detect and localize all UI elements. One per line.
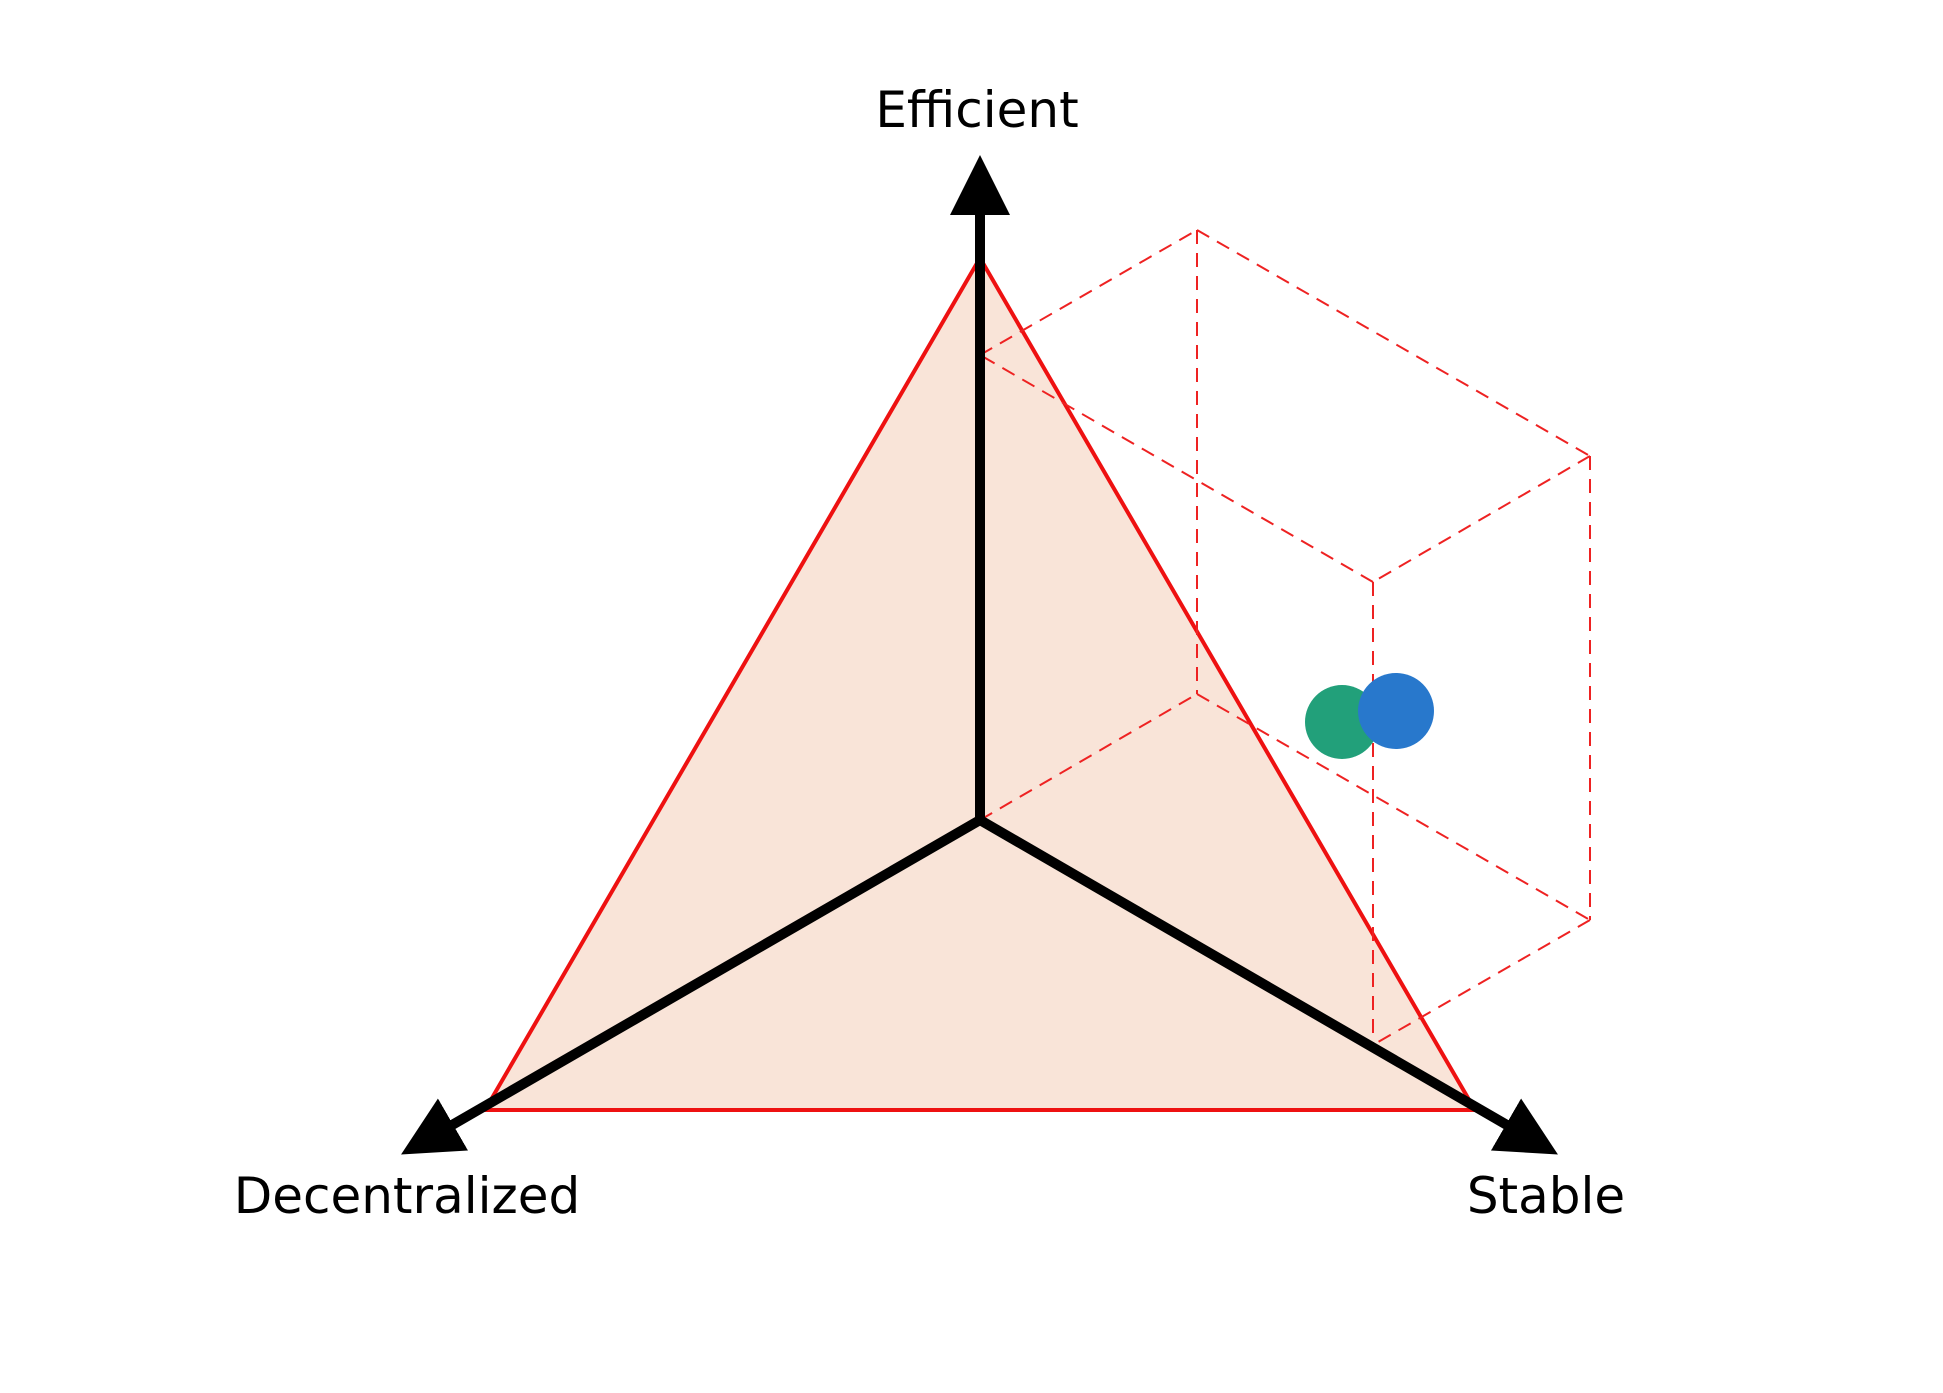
cube-edge <box>1196 229 1591 457</box>
blue-point <box>1358 673 1434 749</box>
cube-edge <box>979 693 1198 821</box>
cube-edge <box>1196 693 1591 921</box>
axes <box>401 155 1558 1155</box>
decentralized-axis <box>401 815 983 1155</box>
stable-label: Stable <box>1467 1167 1625 1225</box>
stable-axis <box>977 815 1558 1155</box>
cube-edge <box>979 229 1198 356</box>
decentralized-label: Decentralized <box>234 1167 581 1225</box>
cube-edge <box>1372 455 1591 583</box>
cube-edge <box>979 354 1374 583</box>
efficient-label: Efficient <box>875 81 1078 139</box>
dashed-cube <box>979 229 1591 1046</box>
cube-edge <box>1372 919 1591 1046</box>
